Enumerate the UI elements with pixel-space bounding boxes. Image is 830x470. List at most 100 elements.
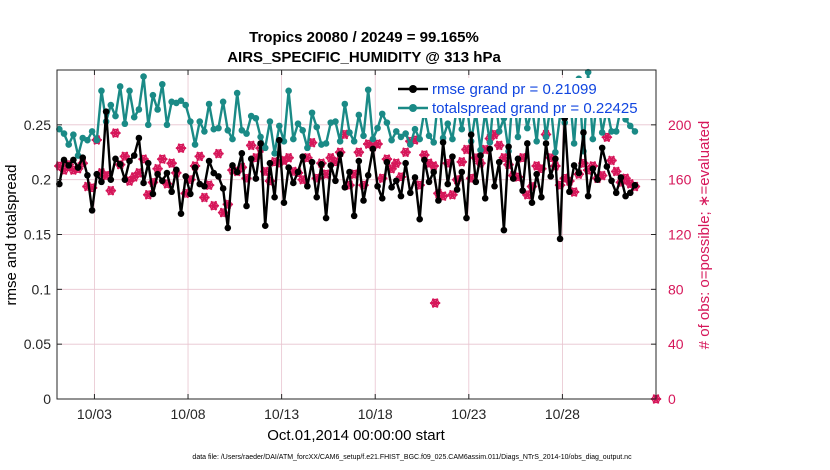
obs-evaluated-marker [601,132,613,142]
rmse-point [594,176,601,183]
totalspread-point [346,129,353,136]
rmse-point [411,174,419,181]
totalspread-point [149,91,157,99]
rmse-point [107,176,115,183]
rmse-point [416,215,423,223]
rmse-point [257,140,264,147]
rmse-point [533,170,540,178]
totalspread-point [93,136,101,144]
totalspread-point [369,135,377,143]
totalspread-point [304,144,311,152]
rmse-point [603,163,611,170]
totalspread-point [266,118,274,125]
totalspread-point [477,146,484,154]
y-tick-label: 0.1 [32,281,52,297]
rmse-point [233,168,241,176]
rmse-point [584,192,592,200]
obs-evaluated-marker [208,200,220,211]
obs-evaluated-marker [105,185,117,196]
rmse-point [444,180,452,188]
rmse-point [102,108,110,115]
obs-evaluated-marker [166,158,177,168]
obs-evaluated-marker [119,151,131,162]
rmse-point [318,161,325,168]
obs-evaluated-marker [390,158,402,168]
chart-title: Tropics 20080 / 20249 = 99.165% [249,29,479,46]
rmse-point [280,199,288,206]
totalspread-point [126,87,133,95]
rmse-point [421,156,428,164]
rmse-point [144,159,152,167]
rmse-point [158,177,166,185]
rmse-point [598,144,606,152]
rmse-point [617,174,625,181]
totalspread-point [191,141,199,148]
totalspread-point [257,133,264,141]
rmse-point [472,178,480,186]
y2-tick-label: 120 [668,227,692,243]
obs-evaluated-marker [498,152,510,163]
rmse-point [93,170,101,178]
totalspread-point [360,132,367,140]
obs-evaluated-marker [152,163,163,174]
totalspread-point [598,129,606,136]
obs-evaluated-marker [456,157,468,167]
totalspread-point [341,100,349,108]
rmse-point [575,169,583,177]
totalspread-point [121,120,129,128]
totalspread-point [378,110,386,118]
obs-evaluated-marker [447,190,458,200]
rmse-point [622,192,629,200]
totalspread-point [495,128,503,135]
obs-evaluated-marker [259,166,271,177]
rmse-point [397,192,405,200]
obs-evaluated-marker [297,174,308,185]
rmse-point [322,214,330,222]
totalspread-point [612,128,620,135]
totalspread-point [233,89,241,97]
obs-evaluated-marker [100,170,112,181]
totalspread-point [570,140,578,147]
rmse-point [453,186,461,193]
y-tick-label: 0 [43,391,51,407]
totalspread-point [177,97,185,105]
totalspread-point [275,122,283,130]
totalspread-point [112,112,119,120]
rmse-point [369,145,377,153]
rmse-point [201,182,208,190]
obs-evaluated-marker [194,151,206,162]
rmse-point [252,175,260,182]
totalspread-point [158,80,166,88]
rmse-point [491,182,498,190]
totalspread-point [65,141,72,148]
rmse-point [570,162,578,169]
rmse-point [130,152,138,159]
rmse-point [374,182,381,190]
rmse-point [388,184,395,191]
totalspread-point [196,118,204,125]
obs-evaluated-marker [372,139,383,149]
rmse-point [294,168,302,176]
rmse-point [182,173,189,180]
rmse-point [74,164,82,171]
rmse-point [187,190,194,198]
totalspread-point [364,86,372,94]
rmse-point [140,179,147,187]
rmse-point [271,193,278,201]
obs-evaluated-marker [429,298,441,308]
legend-totalspread-label: totalspread grand pr = 0.22425 [432,100,638,117]
totalspread-point [631,128,639,135]
obs-evaluated-marker [493,140,505,151]
rmse-point [60,156,68,164]
obs-evaluated-marker [437,191,449,201]
rmse-point [552,155,559,163]
totalspread-point [290,135,297,143]
rmse-point [79,154,87,162]
totalspread-point [444,120,452,128]
totalspread-point [299,127,306,134]
y2-tick-label: 0 [668,391,676,407]
totalspread-point [243,130,250,137]
rmse-point [149,190,157,198]
y-tick-label: 0.2 [32,172,52,188]
